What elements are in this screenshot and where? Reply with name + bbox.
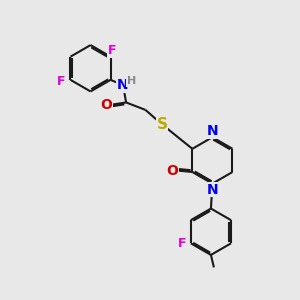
Text: H: H [127,76,136,86]
Text: N: N [207,124,218,138]
Text: F: F [178,237,186,250]
Text: O: O [166,164,178,178]
Text: F: F [57,74,66,88]
Text: O: O [100,98,112,112]
Text: N: N [207,182,218,197]
Text: N: N [117,78,128,92]
Text: S: S [157,117,168,132]
Text: F: F [108,44,116,57]
